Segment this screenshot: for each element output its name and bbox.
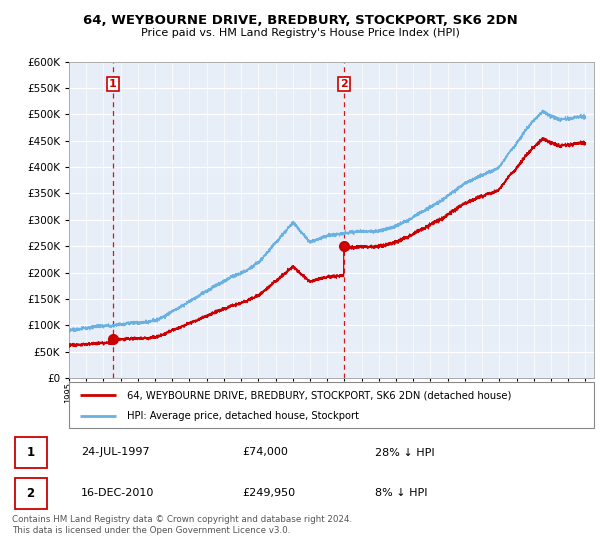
Text: 28% ↓ HPI: 28% ↓ HPI	[375, 447, 434, 458]
Text: 2: 2	[340, 79, 347, 88]
Text: Price paid vs. HM Land Registry's House Price Index (HPI): Price paid vs. HM Land Registry's House …	[140, 28, 460, 38]
Text: 16-DEC-2010: 16-DEC-2010	[81, 488, 154, 498]
Text: £74,000: £74,000	[242, 447, 288, 458]
Text: 1: 1	[109, 79, 117, 88]
Bar	[15, 478, 47, 510]
Text: 2: 2	[26, 487, 34, 500]
Text: Contains HM Land Registry data © Crown copyright and database right 2024.
This d: Contains HM Land Registry data © Crown c…	[12, 515, 352, 535]
Text: 24-JUL-1997: 24-JUL-1997	[81, 447, 150, 458]
Bar	[15, 437, 47, 469]
Text: 64, WEYBOURNE DRIVE, BREDBURY, STOCKPORT, SK6 2DN: 64, WEYBOURNE DRIVE, BREDBURY, STOCKPORT…	[83, 14, 517, 27]
Text: 64, WEYBOURNE DRIVE, BREDBURY, STOCKPORT, SK6 2DN (detached house): 64, WEYBOURNE DRIVE, BREDBURY, STOCKPORT…	[127, 390, 511, 400]
Text: HPI: Average price, detached house, Stockport: HPI: Average price, detached house, Stoc…	[127, 412, 359, 422]
Text: 8% ↓ HPI: 8% ↓ HPI	[375, 488, 427, 498]
Text: 1: 1	[26, 446, 34, 459]
Text: £249,950: £249,950	[242, 488, 296, 498]
